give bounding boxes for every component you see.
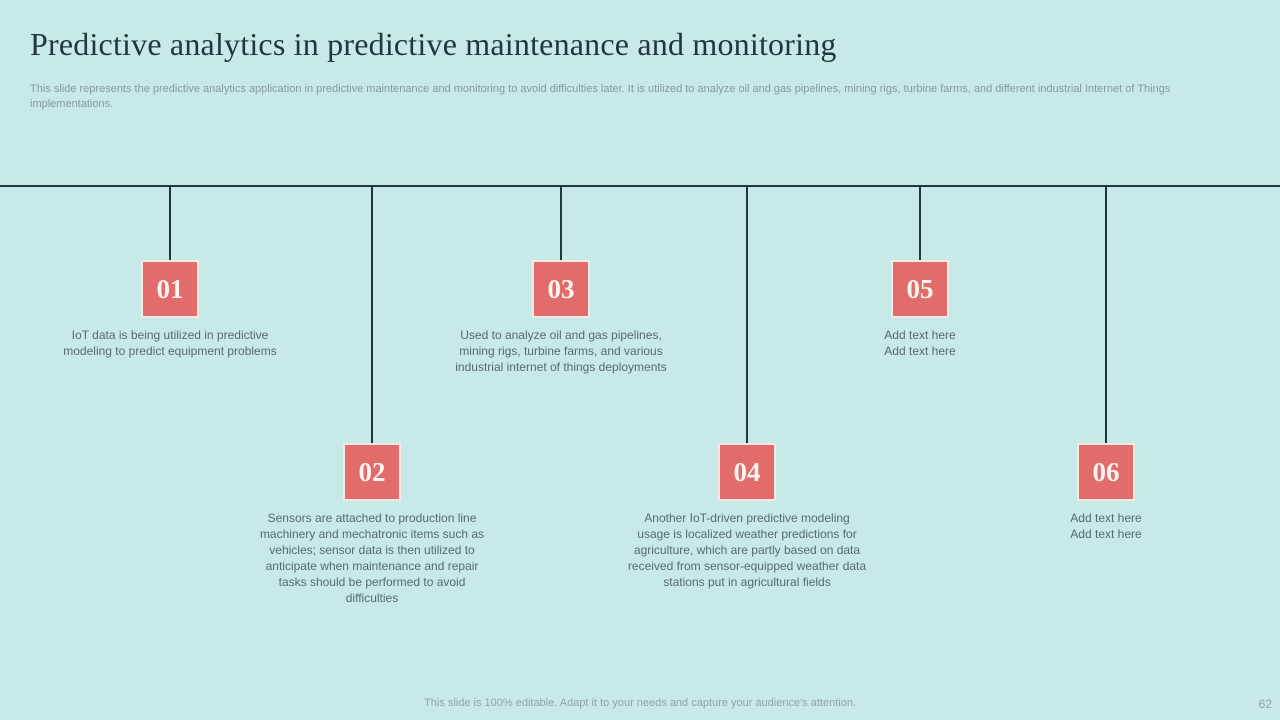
number-box-02: 02 xyxy=(343,443,401,501)
timeline-item-05: 05 Add text here Add text here xyxy=(800,187,1040,359)
timeline-connector-01 xyxy=(169,187,171,260)
timeline-connector-03 xyxy=(560,187,562,260)
timeline-connector-06 xyxy=(1105,187,1107,443)
number-label-01: 01 xyxy=(156,273,184,304)
number-box-05: 05 xyxy=(891,260,949,318)
timeline-item-02: 02 Sensors are attached to production li… xyxy=(252,187,492,606)
page-number: 62 xyxy=(1258,697,1272,711)
item-text-04: Another IoT-driven predictive modeling u… xyxy=(627,511,867,589)
number-box-01: 01 xyxy=(141,260,199,318)
item-text-02: Sensors are attached to production line … xyxy=(259,511,485,605)
number-box-04: 04 xyxy=(718,443,776,501)
number-label-02: 02 xyxy=(358,456,386,487)
timeline-item-04: 04 Another IoT-driven predictive modelin… xyxy=(627,187,867,590)
item-text-03: Used to analyze oil and gas pipelines, m… xyxy=(455,328,667,374)
number-box-03: 03 xyxy=(532,260,590,318)
timeline-connector-04 xyxy=(746,187,748,443)
number-box-06: 06 xyxy=(1077,443,1135,501)
number-label-03: 03 xyxy=(547,273,575,304)
timeline-axis xyxy=(0,185,1280,187)
timeline-item-01: 01 IoT data is being utilized in predict… xyxy=(50,187,290,359)
slide-title: Predictive analytics in predictive maint… xyxy=(30,26,837,62)
timeline-connector-05 xyxy=(919,187,921,260)
timeline-item-03: 03 Used to analyze oil and gas pipelines… xyxy=(441,187,681,375)
item-text-placeholder-05[interactable]: Add text here Add text here xyxy=(884,328,956,358)
number-label-06: 06 xyxy=(1092,456,1120,487)
number-label-05: 05 xyxy=(906,273,934,304)
item-text-01: IoT data is being utilized in predictive… xyxy=(63,328,277,358)
slide-subtitle: This slide represents the predictive ana… xyxy=(30,83,1171,110)
footer-note: This slide is 100% editable. Adapt it to… xyxy=(424,697,856,709)
timeline-item-06: 06 Add text here Add text here xyxy=(986,187,1226,542)
item-text-placeholder-06[interactable]: Add text here Add text here xyxy=(1070,511,1142,541)
timeline-connector-02 xyxy=(371,187,373,443)
number-label-04: 04 xyxy=(733,456,761,487)
